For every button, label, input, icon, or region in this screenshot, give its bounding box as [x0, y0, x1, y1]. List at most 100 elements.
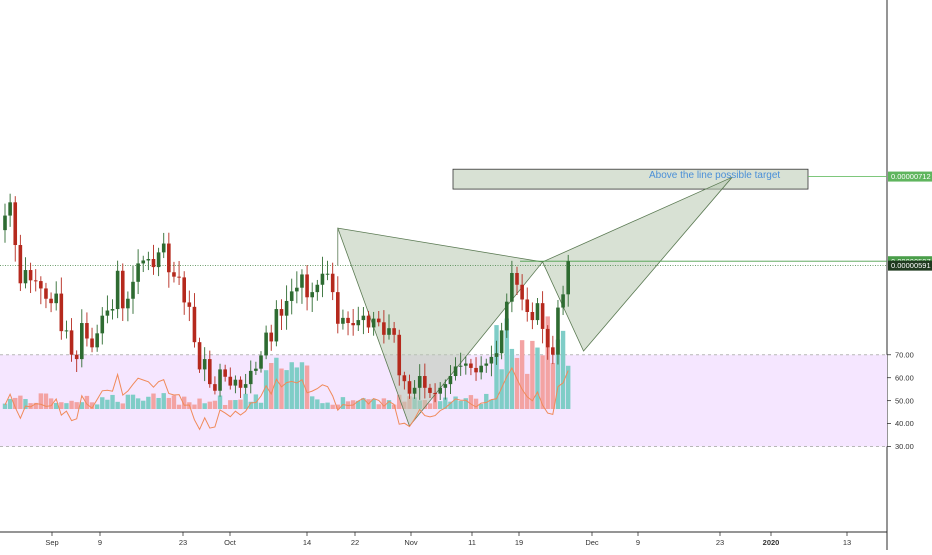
candle-body — [274, 309, 279, 342]
candle-body — [74, 354, 79, 360]
candle — [295, 271, 299, 304]
candle-body — [136, 263, 140, 282]
candle-body — [556, 307, 560, 355]
candle — [54, 281, 58, 311]
candle-body — [115, 270, 120, 310]
candle — [233, 375, 238, 394]
candle — [218, 363, 222, 397]
volume-bar — [356, 400, 361, 409]
volume-bar — [540, 355, 545, 409]
candle — [90, 327, 94, 353]
volume-bar — [438, 401, 443, 409]
volume-bar — [94, 404, 100, 409]
candle — [515, 266, 519, 295]
x-tick-label: Nov — [404, 538, 418, 547]
x-tick: Nov — [404, 532, 418, 547]
x-tick-label: Oct — [224, 538, 237, 547]
candle-body — [208, 359, 212, 385]
volume-bar — [54, 402, 59, 409]
candle-body — [90, 338, 94, 348]
volume-bar — [243, 393, 248, 409]
candle — [197, 337, 202, 373]
candle-body — [336, 292, 340, 324]
volume-bar — [217, 395, 223, 409]
candle-body — [484, 363, 489, 366]
volume-bar — [550, 362, 556, 409]
candle — [182, 271, 186, 315]
volume-bar — [473, 398, 479, 409]
volume-bar — [105, 399, 110, 409]
candle-body — [479, 365, 483, 373]
volume-bar — [43, 393, 49, 409]
candle-body — [177, 276, 181, 278]
candle — [346, 311, 350, 336]
x-tick-label: 23 — [179, 538, 187, 547]
candle — [105, 295, 110, 324]
volume-bar — [33, 402, 38, 409]
volume-bar — [330, 404, 335, 409]
candle — [146, 251, 151, 271]
volume-bar — [207, 401, 212, 409]
rsi-line-group — [4, 366, 569, 431]
volume-bar — [202, 403, 207, 409]
rsi-tick: 50.00 — [887, 396, 914, 405]
volume-bar — [340, 397, 346, 409]
candle-body — [351, 323, 355, 326]
candle-body — [284, 300, 289, 316]
candle — [551, 335, 555, 365]
horizontal-lines — [0, 176, 887, 267]
candle — [566, 254, 570, 307]
candle-body — [223, 369, 227, 377]
candle — [167, 232, 171, 288]
candle — [330, 262, 335, 301]
candle — [264, 325, 268, 360]
candle-body — [289, 291, 294, 301]
candle-body — [156, 252, 161, 268]
x-tick: Sep — [45, 532, 59, 547]
candle — [428, 383, 432, 398]
candle — [120, 263, 125, 321]
volume-bar — [289, 362, 294, 409]
candle-body — [146, 259, 151, 261]
x-tick-label: 14 — [303, 538, 311, 547]
candle — [545, 325, 550, 360]
candle — [310, 282, 314, 312]
x-tick: 13 — [843, 532, 851, 547]
rsi-tick: 40.00 — [887, 419, 914, 428]
volume-bar — [386, 400, 392, 409]
candle-body — [172, 272, 176, 277]
candle-body — [187, 302, 192, 307]
candle — [504, 293, 509, 338]
candle-body — [310, 292, 314, 298]
candle-body — [341, 317, 345, 324]
candle — [254, 361, 258, 375]
volume-bar — [156, 397, 161, 409]
candle — [110, 299, 115, 320]
harmonic-pattern — [337, 176, 733, 427]
candle — [243, 373, 248, 395]
candle — [202, 347, 207, 382]
volume-bar — [535, 347, 540, 409]
candle — [305, 265, 309, 311]
candle-body — [264, 332, 268, 356]
x-tick: 23 — [716, 532, 724, 547]
volume-bar — [253, 394, 259, 409]
x-tick: Oct — [224, 532, 237, 547]
candle-body — [382, 322, 386, 335]
candle — [23, 257, 28, 289]
candle-body — [402, 375, 407, 382]
candle — [556, 299, 560, 365]
x-axis-ticks: Sep 9 23 Oct 14 22 Nov 11 19 Dec 9 23 2020 13 — [45, 532, 851, 547]
candle — [438, 382, 442, 401]
candle-body — [346, 317, 350, 324]
volume-bar — [7, 398, 13, 409]
candle-body — [238, 379, 243, 388]
candle-body — [489, 356, 494, 364]
candle — [187, 290, 192, 322]
volume-bar — [448, 401, 453, 409]
candle — [382, 310, 386, 344]
rsi-tick-label: 30.00 — [895, 442, 914, 451]
candle-body — [80, 323, 84, 360]
